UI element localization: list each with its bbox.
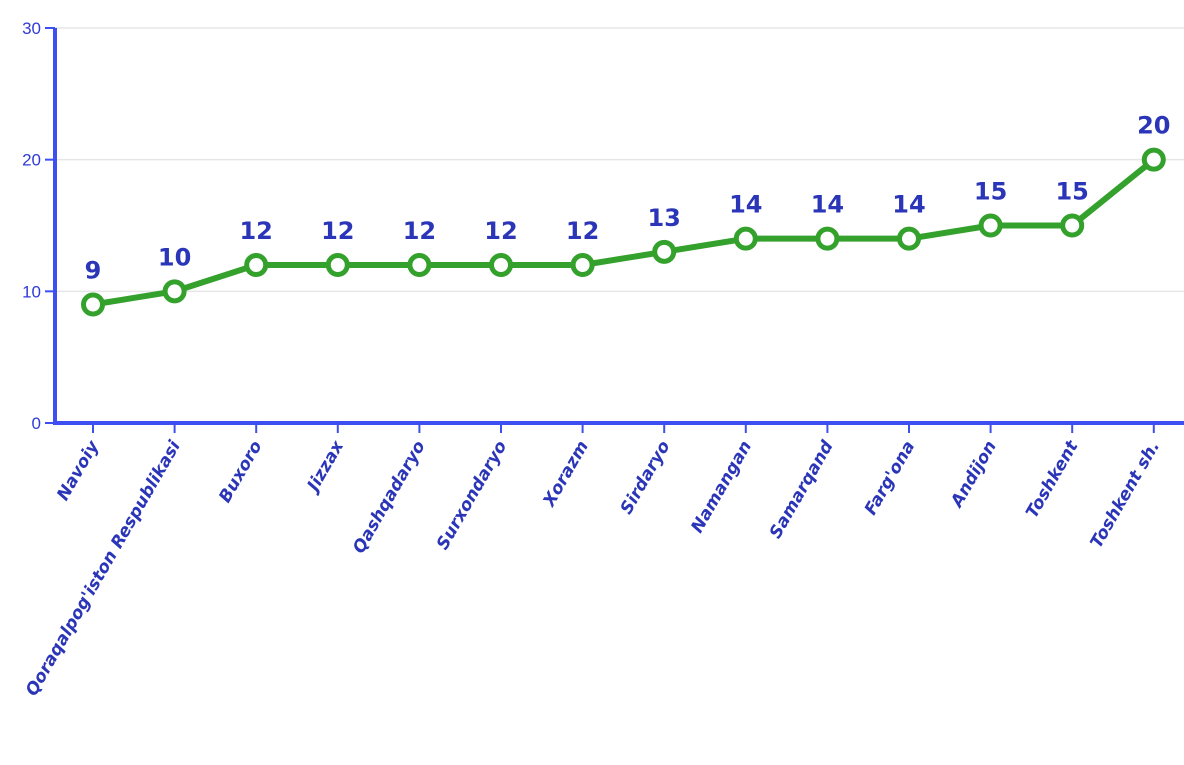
x-tick-label: Jizzax bbox=[302, 437, 349, 498]
data-label: 15 bbox=[1055, 178, 1088, 206]
series-line-group bbox=[81, 147, 1166, 317]
data-point bbox=[652, 239, 677, 264]
y-tick-label: 30 bbox=[22, 19, 41, 38]
data-point bbox=[570, 253, 595, 277]
data-point bbox=[1141, 147, 1166, 172]
x-tick-label: Sirdaryo bbox=[617, 437, 675, 518]
x-tick-label: Qoraqalpog'iston Respublikasi bbox=[22, 436, 185, 699]
x-tick-label: Navoiy bbox=[53, 437, 103, 504]
x-tick-label: Toshkent bbox=[1022, 437, 1083, 522]
x-tick-label: Namangan bbox=[687, 438, 756, 537]
x-tick-label: Surxondaryo bbox=[433, 437, 512, 553]
x-tick-label: Toshkent sh. bbox=[1087, 438, 1165, 552]
data-label: 13 bbox=[647, 204, 680, 232]
y-tick-label: 20 bbox=[22, 151, 41, 170]
x-tick-label: Farg'ona bbox=[861, 438, 919, 519]
x-tick-label: Andijon bbox=[946, 438, 1001, 513]
x-tick-label: Samarqand bbox=[766, 437, 838, 542]
data-label: 14 bbox=[811, 191, 844, 219]
data-labels: 9 10 12 12 12 12 12 13 14 14 14 15 15 20 bbox=[85, 112, 1171, 285]
data-label: 12 bbox=[403, 217, 436, 245]
axes bbox=[53, 28, 1184, 425]
data-point bbox=[325, 253, 350, 277]
data-label: 14 bbox=[892, 191, 925, 219]
data-point bbox=[489, 253, 513, 277]
data-label: 12 bbox=[566, 217, 599, 245]
data-point bbox=[733, 226, 758, 251]
data-point bbox=[897, 226, 921, 251]
data-label: 12 bbox=[484, 217, 517, 245]
series-line bbox=[90, 156, 1157, 308]
y-axis-ticks: 0 10 20 30 bbox=[22, 19, 55, 433]
grid-lines bbox=[55, 27, 1184, 293]
data-label: 12 bbox=[321, 217, 354, 245]
y-tick-label: 0 bbox=[32, 414, 41, 433]
data-label: 12 bbox=[239, 217, 272, 245]
data-point bbox=[815, 226, 840, 251]
x-tick-label: Buxoro bbox=[215, 437, 266, 506]
data-label: 15 bbox=[974, 178, 1007, 206]
data-point bbox=[244, 253, 269, 277]
y-tick-label: 10 bbox=[22, 282, 41, 301]
data-label: 20 bbox=[1137, 112, 1170, 140]
data-point bbox=[81, 292, 105, 317]
data-point bbox=[162, 279, 187, 304]
data-point bbox=[978, 213, 1003, 238]
data-label: 10 bbox=[158, 243, 191, 271]
data-point bbox=[407, 253, 432, 277]
data-label: 14 bbox=[729, 191, 762, 219]
data-point bbox=[1060, 213, 1085, 238]
x-tick-label: Xorazm bbox=[539, 438, 593, 511]
data-label: 9 bbox=[85, 257, 102, 285]
x-tick-label: Qashqadaryo bbox=[349, 437, 430, 557]
